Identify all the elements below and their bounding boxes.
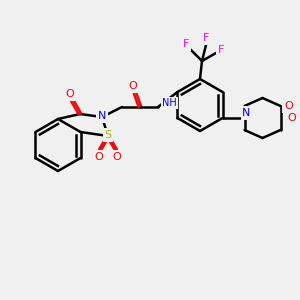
Text: F: F (183, 39, 189, 49)
Text: N: N (242, 108, 251, 118)
Text: N: N (98, 111, 106, 121)
Text: O: O (66, 89, 74, 99)
Text: F: F (203, 33, 209, 43)
Text: F: F (218, 45, 224, 55)
Text: O: O (129, 81, 137, 91)
Text: O: O (287, 113, 296, 123)
Text: O: O (94, 152, 103, 162)
Text: O: O (284, 101, 293, 111)
Text: S: S (104, 130, 112, 140)
Text: O: O (112, 152, 122, 162)
Text: NH: NH (162, 98, 177, 108)
